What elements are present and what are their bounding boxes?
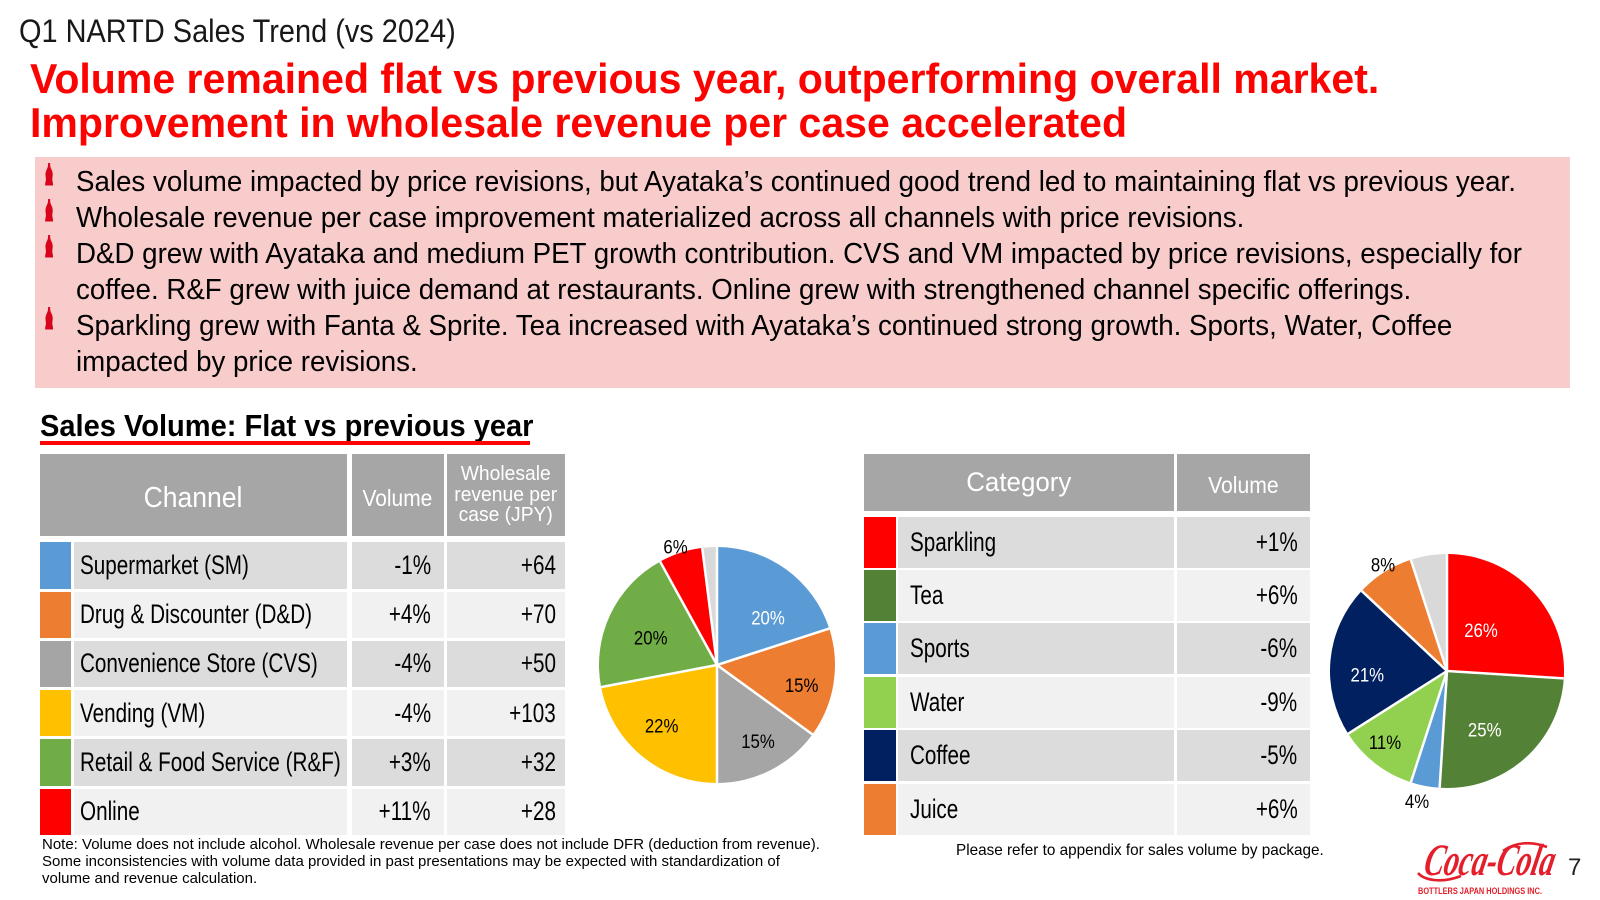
svg-text:22%: 22% bbox=[645, 715, 679, 736]
svg-text:8%: 8% bbox=[1371, 554, 1395, 575]
svg-text:20%: 20% bbox=[751, 607, 785, 628]
svg-text:20%: 20% bbox=[634, 627, 668, 648]
svg-text:15%: 15% bbox=[741, 731, 775, 752]
svg-text:11%: 11% bbox=[1369, 732, 1401, 753]
svg-text:Coca-Cola: Coca-Cola bbox=[1420, 834, 1561, 884]
svg-text:4%: 4% bbox=[1405, 791, 1429, 812]
svg-text:BOTTLERS JAPAN HOLDINGS INC.: BOTTLERS JAPAN HOLDINGS INC. bbox=[1418, 886, 1542, 897]
svg-text:26%: 26% bbox=[1464, 620, 1498, 641]
svg-text:21%: 21% bbox=[1351, 664, 1385, 685]
svg-text:6%: 6% bbox=[663, 536, 687, 557]
svg-text:15%: 15% bbox=[785, 675, 819, 696]
svg-text:25%: 25% bbox=[1468, 720, 1502, 741]
